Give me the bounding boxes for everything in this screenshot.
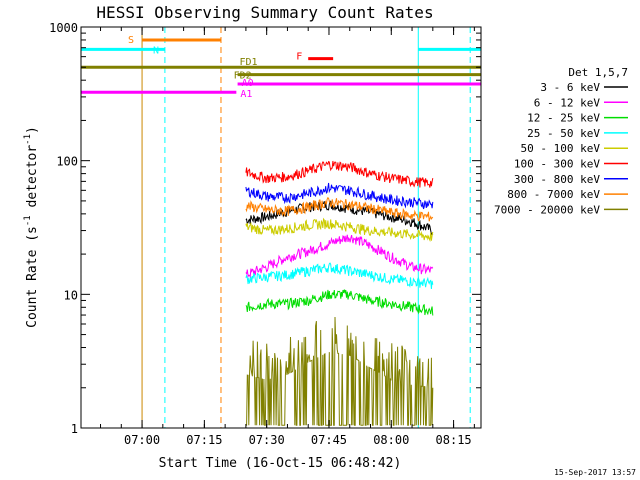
series-line [245,289,434,316]
x-tick-label: 08:15 [436,433,472,447]
x-axis-label: Start Time (16-Oct-15 06:48:42) [159,456,402,471]
series-line [245,182,434,210]
flag-label: FD2 [234,71,252,82]
legend: Det 1,5,7 3 - 6 keV 6 - 12 keV 12 - 25 keV… [494,66,628,216]
series-line [245,160,434,188]
series-line [245,217,434,243]
y-axis-label-sup1: -1 [23,215,33,226]
legend-title: Det 1,5,7 [568,66,628,79]
y-axis-label-sup2: -1 [23,134,33,145]
chart-title: HESSI Observing Summary Count Rates [96,3,433,22]
x-tick-label: 07:00 [124,433,160,447]
flag-label: S [128,35,134,46]
series-line [245,262,434,289]
legend-label: 7000 - 20000 keV [494,203,600,216]
flag-label: F [296,52,302,63]
x-tick-label: 07:45 [311,433,347,447]
legend-label: 800 - 7000 keV [507,188,600,201]
y-tick-label: 10 [64,288,78,302]
x-tick-label: 07:30 [249,433,285,447]
footer-date: 15-Sep-2017 13:57 [554,468,636,477]
flag-label: A0 [242,78,254,89]
axes: 07:00 07:15 07:30 07:45 08:00 08:15 1 10 100 1000 [49,21,481,447]
legend-label: 100 - 300 keV [514,158,600,171]
series-line [245,196,434,222]
legend-label: 50 - 100 keV [521,142,601,155]
data-series [245,160,434,426]
legend-label: 3 - 6 keV [540,81,600,94]
flag-label: A1 [240,89,252,100]
flag-label: FD1 [239,57,257,68]
legend-label: 25 - 50 keV [527,127,600,140]
legend-label: 6 - 12 keV [534,96,601,109]
y-axis-label: Count Rate (s-1 detector-1) [23,126,40,328]
y-tick-label: 100 [56,155,78,169]
x-tick-label: 07:15 [186,433,222,447]
legend-label: 300 - 800 keV [514,173,600,186]
y-tick-label: 1000 [49,21,78,35]
series-line [245,316,434,426]
x-tick-label: 08:00 [373,433,409,447]
flag-label: N [153,45,159,56]
series-line [245,234,434,279]
plot-frame [80,26,482,429]
y-tick-label: 1 [71,422,78,436]
legend-label: 12 - 25 keV [527,112,600,125]
